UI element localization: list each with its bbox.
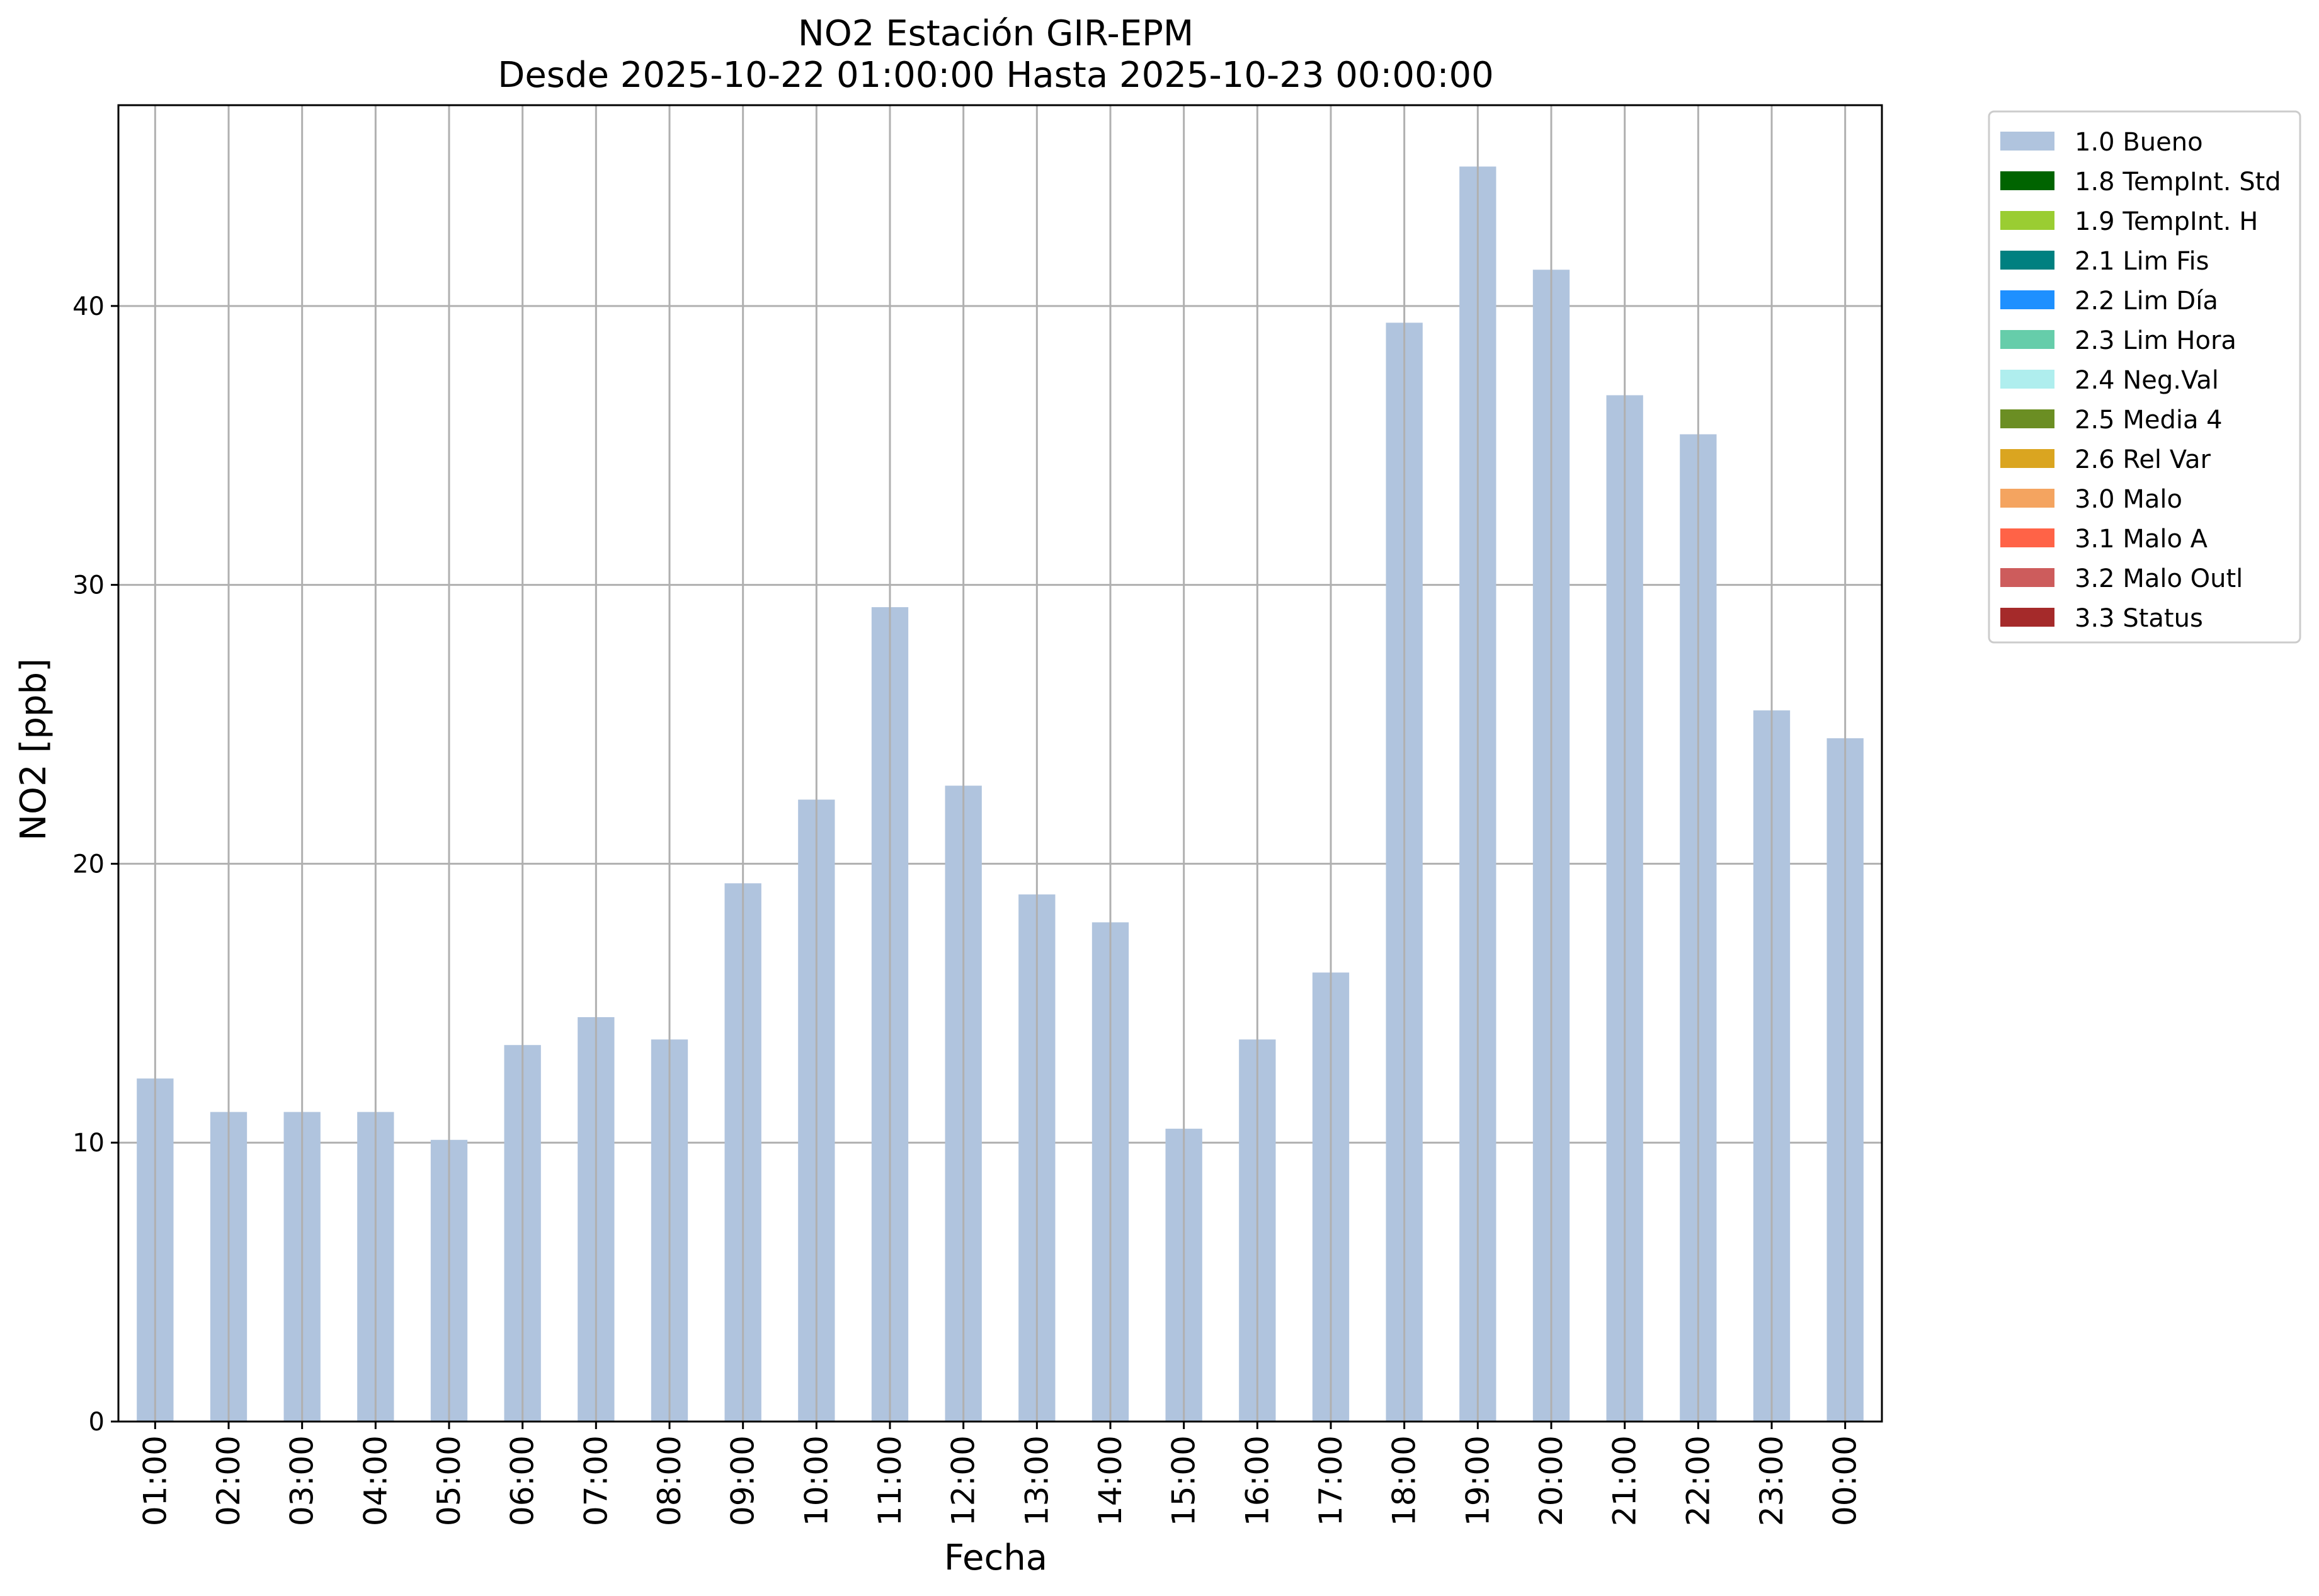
chart-title: NO2 Estación GIR-EPM (798, 13, 1194, 54)
legend-swatch (2000, 608, 2054, 627)
y-tick-label: 30 (72, 571, 105, 600)
x-tick-label: 21:00 (1607, 1435, 1643, 1526)
x-tick-label: 05:00 (431, 1435, 467, 1526)
legend-swatch (2000, 528, 2054, 547)
x-tick-label: 09:00 (725, 1435, 761, 1526)
legend-label: 3.2 Malo Outl (2075, 564, 2243, 593)
legend-label: 1.8 TempInt. Std (2075, 168, 2281, 197)
legend-label: 3.3 Status (2075, 604, 2203, 633)
x-axis-label: Fecha (944, 1537, 1047, 1578)
x-tick-label: 04:00 (357, 1435, 394, 1526)
x-tick-label: 19:00 (1459, 1435, 1496, 1526)
bars (137, 166, 1864, 1422)
x-tick-label: 02:00 (210, 1435, 247, 1526)
x-tick-label: 15:00 (1166, 1435, 1202, 1526)
legend-swatch (2000, 211, 2054, 230)
y-tick-label: 40 (72, 292, 105, 321)
x-tick-label: 10:00 (798, 1435, 835, 1526)
x-tick-label: 08:00 (651, 1435, 688, 1526)
axes (117, 104, 1883, 1423)
x-tick-label: 13:00 (1018, 1435, 1055, 1526)
y-tick-label: 0 (89, 1408, 105, 1437)
legend-swatch (2000, 290, 2054, 309)
legend-label: 1.0 Bueno (2075, 128, 2203, 157)
legend-label: 2.3 Lim Hora (2075, 326, 2236, 355)
x-ticks: 01:00 02:00 03:00 04:00 05:00 06:00 07:00 08:00… (137, 1422, 1864, 1526)
x-tick-label: 16:00 (1239, 1435, 1275, 1526)
legend-swatch (2000, 251, 2054, 270)
x-tick-label: 00:00 (1827, 1435, 1864, 1526)
legend-label: 3.0 Malo (2075, 485, 2182, 514)
legend-swatch (2000, 171, 2054, 190)
chart-subtitle: Desde 2025-10-22 01:00:00 Hasta 2025-10-… (498, 55, 1494, 96)
legend-box (1988, 110, 2301, 644)
legend-label: 2.5 Media 4 (2075, 406, 2223, 435)
legend-swatch (2000, 449, 2054, 468)
legend-swatch (2000, 568, 2054, 587)
x-tick-label: 23:00 (1753, 1435, 1790, 1526)
plot-frame (117, 104, 1883, 1423)
x-tick-label: 17:00 (1313, 1435, 1349, 1526)
x-tick-label: 20:00 (1533, 1435, 1570, 1526)
y-tick-label: 10 (72, 1129, 105, 1158)
y-axis-label: NO2 [ppb] (13, 658, 54, 841)
x-tick-label: 01:00 (137, 1435, 173, 1526)
x-tick-label: 07:00 (578, 1435, 614, 1526)
x-tick-label: 18:00 (1386, 1435, 1423, 1526)
legend-label: 2.6 Rel Var (2075, 445, 2211, 474)
legend-label: 2.1 Lim Fis (2075, 247, 2209, 276)
x-tick-label: 06:00 (504, 1435, 541, 1526)
x-tick-label: 12:00 (945, 1435, 982, 1526)
legend-swatch (2000, 489, 2054, 508)
x-tick-label: 14:00 (1092, 1435, 1129, 1526)
legend-label: 1.9 TempInt. H (2075, 207, 2258, 236)
legend-label: 2.2 Lim Día (2075, 287, 2218, 316)
legend: 1.0 Bueno 1.8 TempInt. Std 1.9 TempInt. H 2… (1988, 110, 2301, 644)
legend-label: 2.4 Neg.Val (2075, 366, 2219, 395)
legend-swatch (2000, 370, 2054, 389)
legend-label: 3.1 Malo A (2075, 525, 2208, 554)
x-tick-label: 22:00 (1680, 1435, 1716, 1526)
x-tick-label: 11:00 (872, 1435, 908, 1526)
legend-swatch (2000, 132, 2054, 151)
legend-swatch (2000, 330, 2054, 349)
x-tick-label: 03:00 (284, 1435, 321, 1526)
y-ticks: 0 10 20 30 40 (72, 292, 118, 1437)
vertical-grid (154, 105, 1847, 1422)
legend-swatch (2000, 409, 2054, 428)
y-tick-label: 20 (72, 850, 105, 879)
